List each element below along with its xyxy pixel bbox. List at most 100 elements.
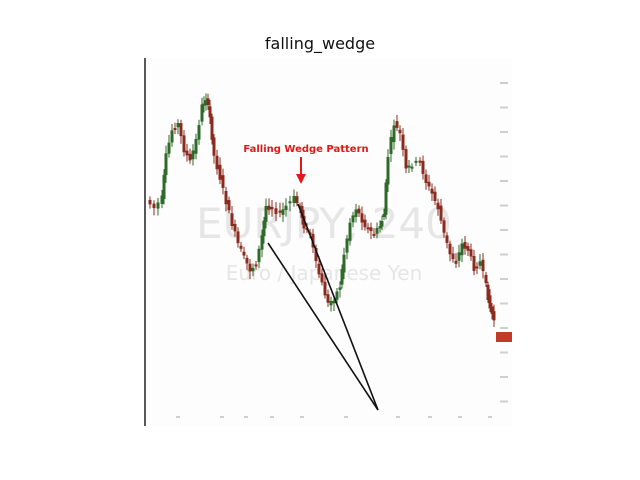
- candle-body: [292, 195, 296, 203]
- candle-body: [380, 220, 384, 227]
- candle-body: [386, 157, 390, 185]
- candle-body: [221, 175, 225, 188]
- candle-body: [239, 245, 243, 249]
- candle-body: [278, 210, 282, 213]
- candle-body: [230, 213, 234, 226]
- candle-body: [267, 205, 271, 210]
- candle-body: [410, 166, 414, 169]
- candle-body: [236, 231, 240, 244]
- candle-body: [162, 174, 166, 200]
- candle-body: [414, 160, 418, 163]
- candle-body: [156, 202, 160, 209]
- candle-body: [340, 269, 344, 285]
- candle-body: [378, 226, 382, 229]
- candle-body: [421, 160, 425, 174]
- candle-body: [427, 181, 431, 187]
- candle-body: [442, 220, 446, 233]
- candle-body: [389, 137, 393, 155]
- candlesticks: [148, 93, 496, 327]
- time-tick: [176, 416, 180, 418]
- candle-body: [179, 123, 183, 137]
- candle-body: [210, 116, 214, 140]
- candle-body: [164, 153, 168, 176]
- candle-body: [369, 227, 373, 232]
- price-tick: [500, 180, 508, 182]
- candle-body: [148, 199, 152, 205]
- candle-body: [492, 311, 496, 321]
- candle-body: [323, 281, 327, 296]
- time-axis-ticks: [176, 416, 492, 418]
- price-tick: [500, 376, 508, 378]
- candle-body: [218, 164, 222, 180]
- candle-body: [245, 257, 249, 264]
- candle-body: [439, 205, 443, 221]
- candle-body: [472, 256, 476, 271]
- candle-body: [254, 264, 258, 267]
- candle-body: [167, 142, 171, 154]
- annotation-arrow-head: [296, 174, 306, 184]
- candle-body: [332, 300, 336, 304]
- candle-body: [418, 160, 422, 163]
- price-tick: [500, 155, 508, 158]
- time-tick: [488, 416, 492, 418]
- candle-body: [488, 295, 492, 309]
- time-tick: [428, 416, 432, 418]
- candle-body: [395, 121, 399, 128]
- candle-body: [194, 138, 198, 154]
- price-tick: [500, 302, 508, 305]
- candle-body: [204, 100, 208, 105]
- candle-body: [295, 196, 299, 204]
- candle-body: [360, 213, 364, 223]
- candle-body: [363, 219, 367, 228]
- candle-body: [430, 188, 434, 194]
- time-tick: [300, 416, 304, 418]
- candle-body: [366, 227, 370, 230]
- candle-body: [188, 153, 192, 161]
- candle-body: [298, 205, 302, 209]
- time-tick: [270, 416, 274, 418]
- candle-body: [227, 200, 231, 211]
- candle-body: [490, 306, 494, 314]
- time-tick: [344, 416, 348, 418]
- candle-body: [215, 155, 219, 170]
- candle-body: [173, 128, 177, 131]
- candle-body: [475, 266, 479, 269]
- candle-body: [208, 106, 212, 118]
- candle-body: [224, 190, 228, 205]
- candle-body: [302, 215, 306, 229]
- candle-body: [454, 260, 458, 264]
- candle-body: [200, 104, 204, 122]
- chart-screenshot: EURJPY, 240 Euro / Japanese Yen Falling …: [144, 58, 512, 426]
- candle-body: [270, 206, 274, 210]
- candle-body: [202, 103, 206, 106]
- chart-svg: EURJPY, 240 Euro / Japanese Yen Falling …: [144, 58, 512, 426]
- candle-body: [170, 130, 174, 143]
- candle-body: [469, 249, 473, 257]
- candle-body: [185, 150, 189, 156]
- candle-body: [401, 134, 405, 150]
- candle-body: [486, 284, 490, 300]
- candle-body: [274, 208, 278, 214]
- candle-body: [284, 205, 288, 211]
- candle-body: [206, 98, 210, 106]
- candle-body: [233, 223, 237, 232]
- price-tick: [500, 106, 508, 109]
- candle-body: [338, 287, 342, 290]
- price-axis-ticks: [500, 82, 508, 403]
- candle-body: [372, 233, 376, 236]
- candle-body: [433, 191, 437, 201]
- candle-body: [345, 238, 349, 253]
- time-tick: [458, 416, 462, 418]
- price-tick: [500, 82, 508, 84]
- candle-body: [160, 195, 164, 204]
- candle-body: [436, 202, 440, 210]
- candle-body: [152, 203, 156, 209]
- candle-body: [320, 273, 324, 283]
- candle-body: [424, 174, 428, 184]
- candle-body: [357, 208, 361, 214]
- candle-body: [351, 215, 355, 223]
- candle-body: [197, 125, 201, 140]
- price-tick: [500, 131, 508, 133]
- price-tick: [500, 400, 508, 403]
- time-tick: [220, 416, 224, 418]
